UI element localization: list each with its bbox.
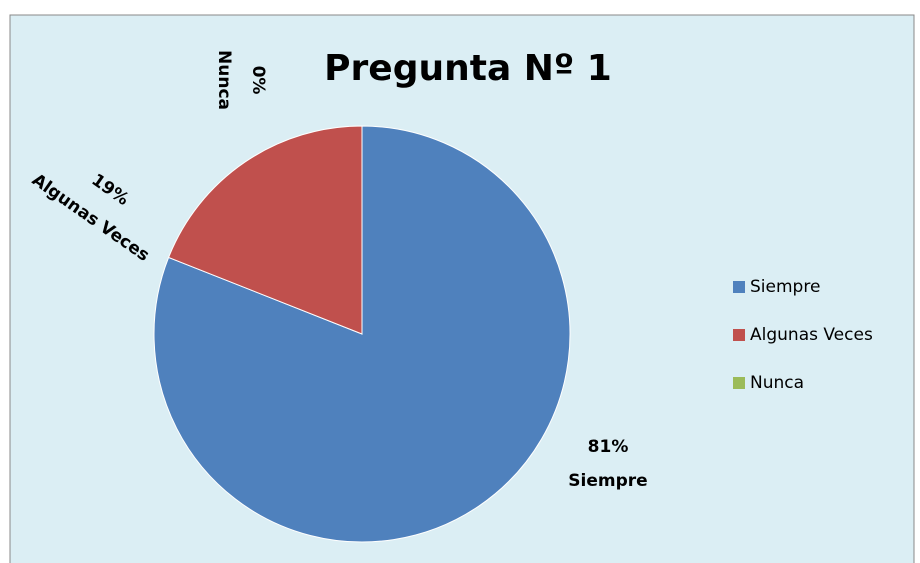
slice-category-label: Siempre bbox=[568, 471, 647, 491]
legend-label: Siempre bbox=[750, 277, 820, 297]
pie-slice bbox=[167, 125, 363, 335]
legend-label: Nunca bbox=[750, 373, 804, 393]
legend-swatch bbox=[733, 329, 745, 341]
slice-value-label: 81% bbox=[588, 437, 629, 457]
slice-label-group: 81% Siempre bbox=[568, 437, 647, 491]
legend-swatch bbox=[733, 377, 745, 389]
slice-label-group: 0% Nunca bbox=[214, 50, 268, 110]
slice-value-label: 0% bbox=[248, 66, 268, 95]
legend-label: Algunas Veces bbox=[750, 325, 873, 345]
slice-category-label: Nunca bbox=[214, 50, 234, 110]
chart-title: Pregunta Nº 1 bbox=[324, 48, 612, 89]
legend-swatch bbox=[733, 281, 745, 293]
